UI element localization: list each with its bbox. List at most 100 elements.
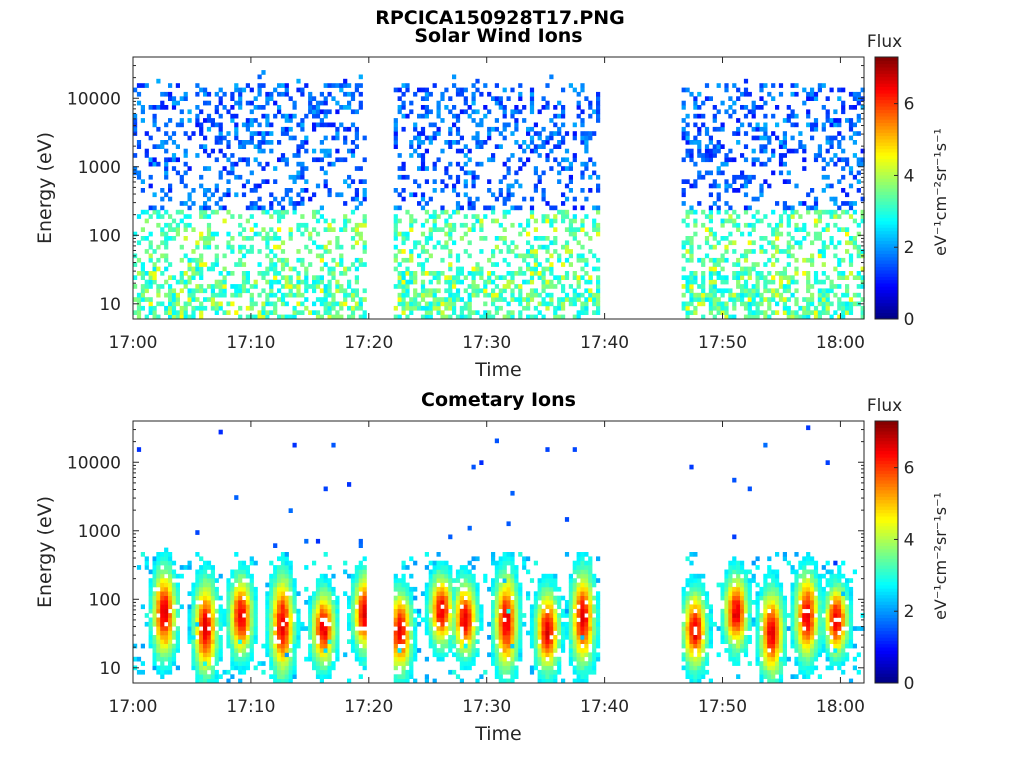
heatmap-cell xyxy=(498,656,503,662)
heatmap-cell xyxy=(164,608,169,614)
heatmap-cell xyxy=(813,118,819,123)
heatmap-cell xyxy=(553,249,558,254)
heatmap-cell xyxy=(277,586,282,592)
heatmap-cell xyxy=(533,271,538,276)
heatmap-cell xyxy=(168,621,173,627)
heatmap-cell xyxy=(409,297,414,302)
heatmap-cell xyxy=(502,161,507,167)
heatmap-cell xyxy=(479,91,484,97)
heatmap-cell xyxy=(580,292,585,298)
heatmap-cell xyxy=(156,582,161,588)
heatmap-cell xyxy=(751,266,756,272)
heatmap-cell xyxy=(230,617,235,623)
heatmap-cell xyxy=(136,144,142,149)
heatmap-cell xyxy=(471,643,476,649)
heatmap-cell xyxy=(494,305,499,311)
heatmap-cell xyxy=(273,582,278,588)
heatmap-cell xyxy=(424,301,429,307)
heatmap-cell xyxy=(576,113,581,119)
heatmap-cell xyxy=(312,656,317,662)
heatmap-cell xyxy=(413,275,418,280)
heatmap-cell xyxy=(526,218,531,224)
heatmap-cell xyxy=(471,626,476,631)
heatmap-cell xyxy=(463,582,468,588)
heatmap-cell xyxy=(168,222,173,228)
heatmap-cell xyxy=(522,257,527,263)
heatmap-cell xyxy=(541,214,546,219)
heatmap-cell xyxy=(467,305,472,311)
heatmap-cell xyxy=(343,227,348,232)
heatmap-cell xyxy=(292,135,297,141)
heatmap-cell xyxy=(241,183,247,189)
heatmap-cell xyxy=(327,240,332,246)
heatmap-cell xyxy=(510,661,515,666)
heatmap-cell xyxy=(195,262,200,267)
heatmap-cell xyxy=(498,565,503,570)
heatmap-cell xyxy=(506,643,511,649)
heatmap-cell xyxy=(249,314,254,320)
heatmap-cell xyxy=(763,214,768,219)
heatmap-cell xyxy=(794,91,799,97)
heatmap-cell xyxy=(152,578,157,583)
heatmap-cell xyxy=(312,560,317,566)
heatmap-cell xyxy=(269,560,274,566)
colorbar-segment xyxy=(875,214,898,218)
heatmap-cell xyxy=(350,292,356,298)
heatmap-cell xyxy=(253,608,258,614)
heatmap-cell xyxy=(241,279,247,285)
heatmap-cell xyxy=(763,284,768,289)
heatmap-cell xyxy=(327,271,332,276)
heatmap-cell xyxy=(518,595,523,601)
heatmap-cell xyxy=(479,604,484,610)
heatmap-cell xyxy=(168,586,173,592)
heatmap-cell xyxy=(249,227,254,232)
heatmap-cell xyxy=(401,639,406,644)
heatmap-cell xyxy=(825,118,830,123)
heatmap-cell xyxy=(506,314,511,320)
heatmap-cell xyxy=(716,170,721,176)
heatmap-cell xyxy=(203,669,208,675)
heatmap-cell xyxy=(529,244,535,250)
heatmap-cell xyxy=(218,643,223,649)
heatmap-cell xyxy=(214,591,219,596)
heatmap-cell xyxy=(222,292,227,298)
heatmap-cell xyxy=(685,222,690,228)
heatmap-cell xyxy=(405,621,410,627)
heatmap-cell xyxy=(296,310,301,315)
heatmap-cell xyxy=(393,122,398,128)
heatmap-cell xyxy=(253,157,258,163)
heatmap-cell xyxy=(561,218,566,224)
heatmap-cell xyxy=(175,279,180,285)
heatmap-cell xyxy=(269,643,274,649)
heatmap-cell xyxy=(444,565,449,570)
heatmap-cell xyxy=(817,148,822,154)
heatmap-cell xyxy=(708,209,713,215)
heatmap-cell xyxy=(249,635,254,640)
heatmap-cell xyxy=(708,288,713,294)
heatmap-cell xyxy=(448,635,453,640)
heatmap-cell xyxy=(269,674,274,679)
heatmap-cell xyxy=(175,586,180,592)
heatmap-cell xyxy=(315,661,321,666)
heatmap-cell xyxy=(140,305,145,311)
heatmap-cell xyxy=(214,305,219,311)
heatmap-cell xyxy=(720,170,725,176)
heatmap-cell xyxy=(168,262,173,267)
heatmap-cell xyxy=(498,582,503,588)
heatmap-cell xyxy=(553,305,558,311)
heatmap-cell xyxy=(350,179,356,184)
heatmap-cell xyxy=(304,271,309,276)
heatmap-cell xyxy=(214,621,219,627)
heatmap-cell xyxy=(319,118,324,123)
heatmap-cell xyxy=(222,617,227,623)
heatmap-cell xyxy=(685,148,690,154)
heatmap-cell xyxy=(397,297,402,302)
heatmap-cell xyxy=(452,227,457,232)
heatmap-cell xyxy=(319,626,324,631)
heatmap-cell xyxy=(226,582,231,588)
x-tick-label: 17:50 xyxy=(698,333,747,353)
heatmap-cell xyxy=(448,595,453,601)
heatmap-cell xyxy=(238,87,243,93)
heatmap-cell xyxy=(277,83,282,88)
heatmap-cell xyxy=(171,569,177,575)
